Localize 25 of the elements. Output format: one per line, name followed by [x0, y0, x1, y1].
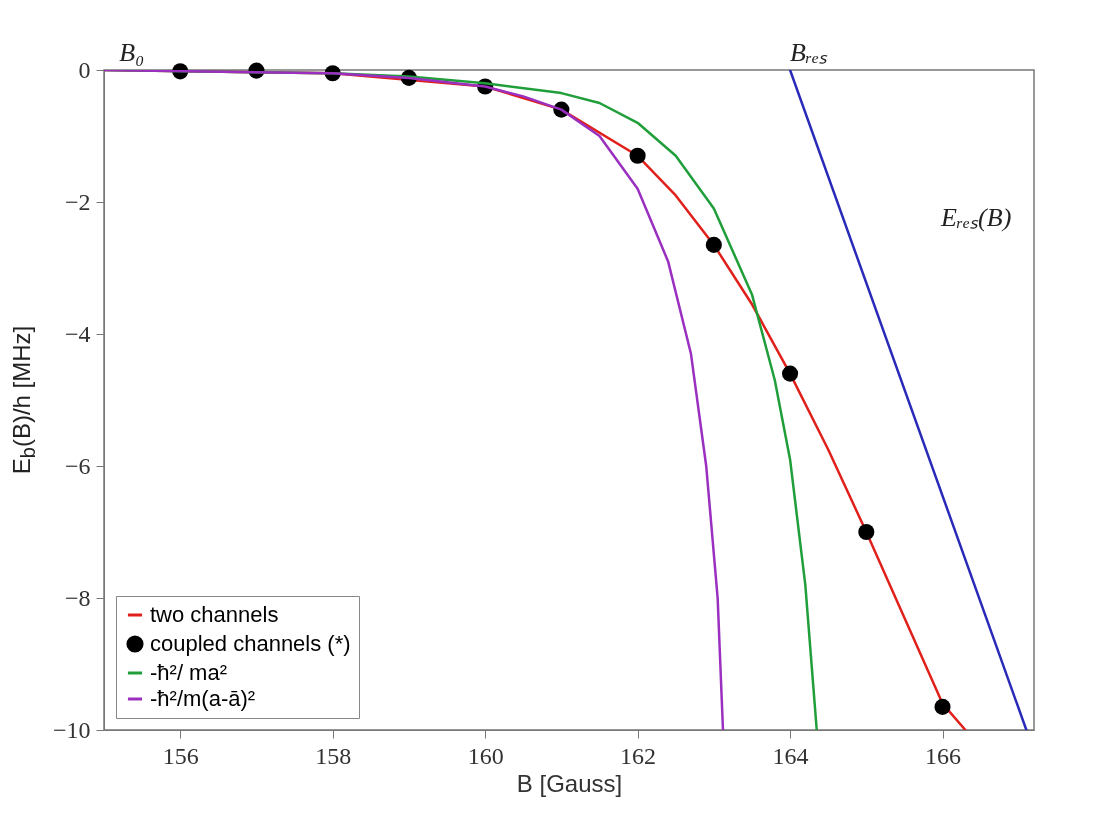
- x-tick-label: 156: [162, 742, 199, 769]
- x-tick-label: 164: [772, 742, 809, 769]
- point: [782, 365, 799, 382]
- legend-label: coupled channels (*): [150, 631, 351, 656]
- x-tick-label: 166: [925, 742, 962, 769]
- legend-label: -ħ²/ ma²: [150, 660, 227, 685]
- y-tick-label: −2: [64, 188, 91, 215]
- x-tick-label: 162: [620, 742, 657, 769]
- y-tick-label: −4: [64, 320, 91, 347]
- y-tick-label: −6: [64, 452, 91, 479]
- point: [858, 523, 875, 541]
- legend-label: two channels: [150, 602, 279, 627]
- x-tick-label: 158: [315, 742, 352, 769]
- annotation: Bᵣₑₛ: [790, 38, 829, 67]
- y-tick-label: 0: [78, 56, 91, 83]
- x-axis-title: B [Gauss]: [516, 769, 623, 797]
- legend-label: -ħ²/m(a-ā)²: [150, 686, 256, 711]
- y-tick-label: −8: [64, 584, 91, 611]
- point: [705, 236, 722, 253]
- point: [934, 698, 951, 715]
- y-tick-label: −10: [52, 716, 91, 743]
- annotation: B₀: [119, 38, 145, 67]
- x-tick-label: 160: [467, 742, 504, 769]
- annotation: Eᵣₑₛ(B): [940, 203, 1012, 232]
- point: [629, 147, 646, 164]
